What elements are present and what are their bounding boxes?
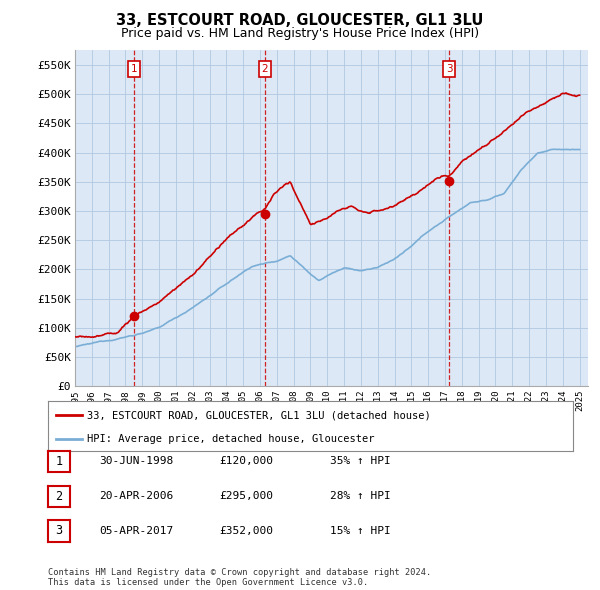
Text: £352,000: £352,000 xyxy=(219,526,273,536)
Text: 2: 2 xyxy=(55,490,62,503)
Text: 33, ESTCOURT ROAD, GLOUCESTER, GL1 3LU (detached house): 33, ESTCOURT ROAD, GLOUCESTER, GL1 3LU (… xyxy=(88,410,431,420)
Text: Price paid vs. HM Land Registry's House Price Index (HPI): Price paid vs. HM Land Registry's House … xyxy=(121,27,479,40)
Text: £295,000: £295,000 xyxy=(219,491,273,501)
Text: 1: 1 xyxy=(55,455,62,468)
Text: 28% ↑ HPI: 28% ↑ HPI xyxy=(330,491,391,501)
Text: HPI: Average price, detached house, Gloucester: HPI: Average price, detached house, Glou… xyxy=(88,434,375,444)
Text: 1: 1 xyxy=(131,64,137,74)
Text: 15% ↑ HPI: 15% ↑ HPI xyxy=(330,526,391,536)
Text: 2: 2 xyxy=(262,64,268,74)
Text: 30-JUN-1998: 30-JUN-1998 xyxy=(99,457,173,466)
Text: 20-APR-2006: 20-APR-2006 xyxy=(99,491,173,501)
Text: 3: 3 xyxy=(446,64,452,74)
Text: 05-APR-2017: 05-APR-2017 xyxy=(99,526,173,536)
Text: 33, ESTCOURT ROAD, GLOUCESTER, GL1 3LU: 33, ESTCOURT ROAD, GLOUCESTER, GL1 3LU xyxy=(116,13,484,28)
Text: 35% ↑ HPI: 35% ↑ HPI xyxy=(330,457,391,466)
Text: 3: 3 xyxy=(55,525,62,537)
Text: £120,000: £120,000 xyxy=(219,457,273,466)
Text: Contains HM Land Registry data © Crown copyright and database right 2024.
This d: Contains HM Land Registry data © Crown c… xyxy=(48,568,431,587)
